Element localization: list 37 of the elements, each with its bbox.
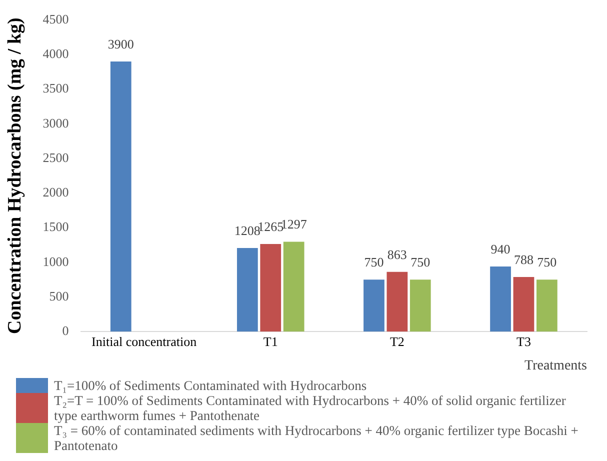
y-tick-label: 4500 (42, 11, 69, 26)
bar (260, 244, 282, 332)
y-tick-label: 2000 (42, 184, 69, 200)
x-tick-label: Initial concentration (92, 334, 198, 349)
y-tick-label: 3000 (42, 115, 69, 130)
data-label: 750 (537, 254, 557, 270)
legend-label: T₃ = 60% of contaminated sediments with Hydrocarbons + 40% organic fertilizer type Bocashi + Pantotenato (54, 423, 580, 453)
x-axis-title: Treatments (524, 358, 587, 374)
bar (236, 248, 258, 332)
y-tick-label: 500 (49, 288, 69, 304)
bar (536, 280, 558, 332)
bar (364, 280, 384, 332)
bar (283, 242, 304, 332)
data-label: 1208 (234, 222, 260, 238)
x-tick-label: T1 (263, 334, 278, 349)
data-label: 750 (364, 254, 384, 270)
data-label: 3900 (108, 36, 134, 52)
x-tick-label: T3 (516, 334, 531, 349)
y-tick-label: 2500 (42, 150, 69, 165)
y-axis-title: Concentration Hydrocarbons (mg / kg) (4, 18, 26, 334)
bar (490, 266, 511, 332)
data-label: 750 (410, 254, 430, 270)
x-tick-label: T2 (390, 334, 404, 349)
legend-label: T₂=T = 100% of Sediments Contaminated with Hydrocarbons + 40% of solid organic fertilizer type earthworm fumes + Pantothenate (54, 393, 567, 423)
legend-label: T₁=100% of Sediments Contaminated with Hydrocarbons (54, 378, 367, 393)
bar (410, 280, 431, 332)
y-tick-label: 1000 (42, 254, 69, 269)
y-tick-label: 4000 (42, 46, 69, 62)
data-label: 940 (490, 241, 510, 256)
bar (513, 277, 534, 332)
y-tick-label: 1500 (42, 219, 69, 234)
y-tick-label: 3500 (42, 80, 69, 96)
bar (110, 62, 132, 332)
bar (386, 272, 408, 332)
y-tick-label: 0 (62, 323, 69, 338)
data-label: 788 (514, 252, 534, 267)
data-label: 863 (387, 246, 407, 262)
